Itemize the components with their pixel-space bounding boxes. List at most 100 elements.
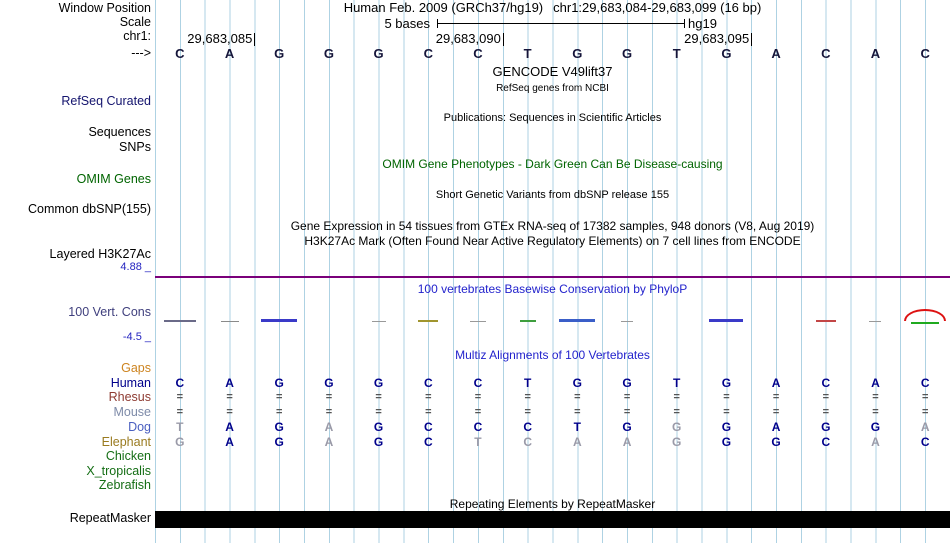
sidebar-label-repeatmasker[interactable]: RepeatMasker: [69, 511, 151, 525]
sidebar-label-cons-max: 4.88 _: [120, 261, 151, 273]
coordinate-label-2: 29,683,090: [435, 31, 501, 46]
aln-elephant-13: G: [771, 435, 781, 449]
aln-elephant-8: C: [523, 435, 532, 449]
aln-rhesus-6: =: [425, 391, 432, 403]
scale-ruler-left-tick: [437, 19, 438, 28]
base-2: A: [224, 46, 235, 61]
aln-dog-6: C: [423, 420, 433, 434]
sidebar-label-chicken[interactable]: Chicken: [105, 449, 151, 463]
scale-ruler: [437, 23, 685, 24]
aln-human-13: A: [771, 376, 781, 390]
aln-mouse-7: =: [474, 406, 482, 418]
sidebar-label-rhesus[interactable]: Rhesus: [108, 390, 151, 404]
aln-dog-2: A: [225, 420, 234, 434]
aln-elephant-11: G: [672, 435, 682, 449]
sidebar-label-common-dbsnp[interactable]: Common dbSNP(155): [28, 202, 151, 216]
assembly-label: Human Feb. 2009 (GRCh37/hg19): [343, 0, 544, 15]
conservation-mark-4: [371, 321, 386, 322]
track-title-refseq[interactable]: RefSeq genes from NCBI: [496, 83, 609, 94]
track-display-panel[interactable]: Human Feb. 2009 (GRCh37/hg19) chr1:29,68…: [155, 0, 950, 543]
sidebar-label-chrom: chr1:: [123, 29, 151, 43]
track-title-h3k27ac[interactable]: H3K27Ac Mark (Often Found Near Active Re…: [304, 234, 801, 248]
aln-rhesus-2: =: [226, 391, 233, 403]
sidebar-label-refseq-curated[interactable]: RefSeq Curated: [61, 94, 151, 108]
track-title-gencode[interactable]: GENCODE V49lift37: [492, 64, 613, 79]
scale-value: 5 bases: [384, 16, 430, 31]
aln-rhesus-13: =: [772, 391, 780, 403]
aln-human-9: G: [572, 376, 583, 390]
coordinate-tick-1: [254, 33, 256, 46]
aln-mouse-4: =: [325, 406, 333, 418]
conservation-mark-7: [519, 320, 536, 322]
coordinate-tick-2: [502, 33, 504, 46]
conservation-mark-1: [163, 320, 196, 322]
aln-rhesus-7: =: [474, 391, 482, 403]
aln-mouse-8: =: [524, 406, 531, 418]
aln-dog-4: A: [324, 420, 334, 434]
aln-rhesus-11: =: [673, 391, 680, 403]
conservation-mark-10: [709, 319, 744, 322]
sidebar-label-100-vert-cons[interactable]: 100 Vert. Cons: [68, 305, 151, 319]
aln-elephant-4: A: [324, 435, 334, 449]
conservation-mark-9: [621, 321, 634, 322]
aln-human-14: C: [821, 376, 831, 390]
aln-elephant-5: G: [373, 435, 384, 449]
aln-human-12: G: [721, 376, 732, 390]
aln-human-4: G: [324, 376, 334, 390]
repeatmasker-feature-bar[interactable]: [155, 511, 950, 528]
sidebar-label-zebrafish[interactable]: Zebrafish: [98, 478, 151, 492]
track-title-dbsnp[interactable]: Short Genetic Variants from dbSNP releas…: [435, 189, 670, 201]
aln-dog-5: G: [373, 420, 384, 434]
base-4: G: [323, 46, 334, 61]
aln-dog-16: A: [920, 420, 930, 434]
base-14: C: [821, 46, 831, 61]
aln-mouse-16: =: [921, 406, 929, 418]
track-title-repeatmasker[interactable]: Repeating Elements by RepeatMasker: [449, 497, 656, 511]
aln-human-6: C: [423, 376, 433, 390]
sidebar-label-mouse[interactable]: Mouse: [113, 405, 151, 419]
aln-mouse-15: =: [872, 406, 879, 418]
sidebar-label-sequences[interactable]: Sequences: [88, 125, 151, 139]
aln-dog-8: C: [523, 420, 532, 434]
track-title-omim[interactable]: OMIM Gene Phenotypes - Dark Green Can Be…: [382, 157, 723, 171]
aln-mouse-5: =: [375, 406, 382, 418]
coordinate-tick-3: [751, 33, 753, 46]
aln-rhesus-3: =: [276, 391, 283, 403]
track-title-phylop[interactable]: 100 vertebrates Basewise Conservation by…: [417, 282, 688, 296]
aln-dog-7: C: [473, 420, 483, 434]
conservation-mark-5: [418, 320, 439, 322]
sidebar-label-omim-genes[interactable]: OMIM Genes: [76, 172, 151, 186]
base-16: C: [920, 46, 930, 61]
aln-dog-9: T: [573, 420, 582, 434]
track-label-column: Window Position Scale chr1: ---> RefSeq Cura…: [0, 0, 155, 543]
base-15: A: [870, 46, 881, 61]
aln-mouse-12: =: [723, 406, 730, 418]
aln-rhesus-14: =: [822, 391, 829, 403]
sidebar-label-gaps[interactable]: Gaps: [121, 361, 151, 375]
conservation-mark-3: [261, 319, 298, 322]
track-title-publications[interactable]: Publications: Sequences in Scientific Ar…: [443, 112, 662, 124]
aln-elephant-3: G: [274, 435, 284, 449]
track-title-multiz[interactable]: Multiz Alignments of 100 Vertebrates: [455, 348, 650, 362]
aln-rhesus-9: =: [574, 391, 581, 403]
sidebar-label-layered-h3k27ac[interactable]: Layered H3K27Ac: [49, 247, 151, 261]
track-separator-line: [155, 276, 950, 278]
aln-dog-13: A: [771, 420, 781, 434]
sidebar-label-x-tropicalis[interactable]: X_tropicalis: [86, 464, 151, 478]
track-title-gtex[interactable]: Gene Expression in 54 tissues from GTEx …: [290, 219, 815, 233]
aln-elephant-2: A: [225, 435, 234, 449]
conservation-mark-14: [911, 322, 940, 324]
aln-mouse-13: =: [772, 406, 780, 418]
sidebar-label-human[interactable]: Human: [110, 376, 151, 390]
sidebar-label-dog[interactable]: Dog: [128, 420, 151, 434]
conservation-mark-12: [869, 321, 882, 322]
aln-human-11: T: [673, 376, 681, 390]
sidebar-label-snps[interactable]: SNPs: [119, 140, 151, 154]
aln-rhesus-15: =: [872, 391, 879, 403]
sidebar-label-elephant[interactable]: Elephant: [101, 435, 151, 449]
aln-human-15: A: [871, 376, 880, 390]
aln-human-16: C: [920, 376, 930, 390]
aln-dog-11: G: [672, 420, 682, 434]
aln-rhesus-12: =: [723, 391, 730, 403]
sidebar-label-strand-arrow: --->: [131, 46, 151, 60]
